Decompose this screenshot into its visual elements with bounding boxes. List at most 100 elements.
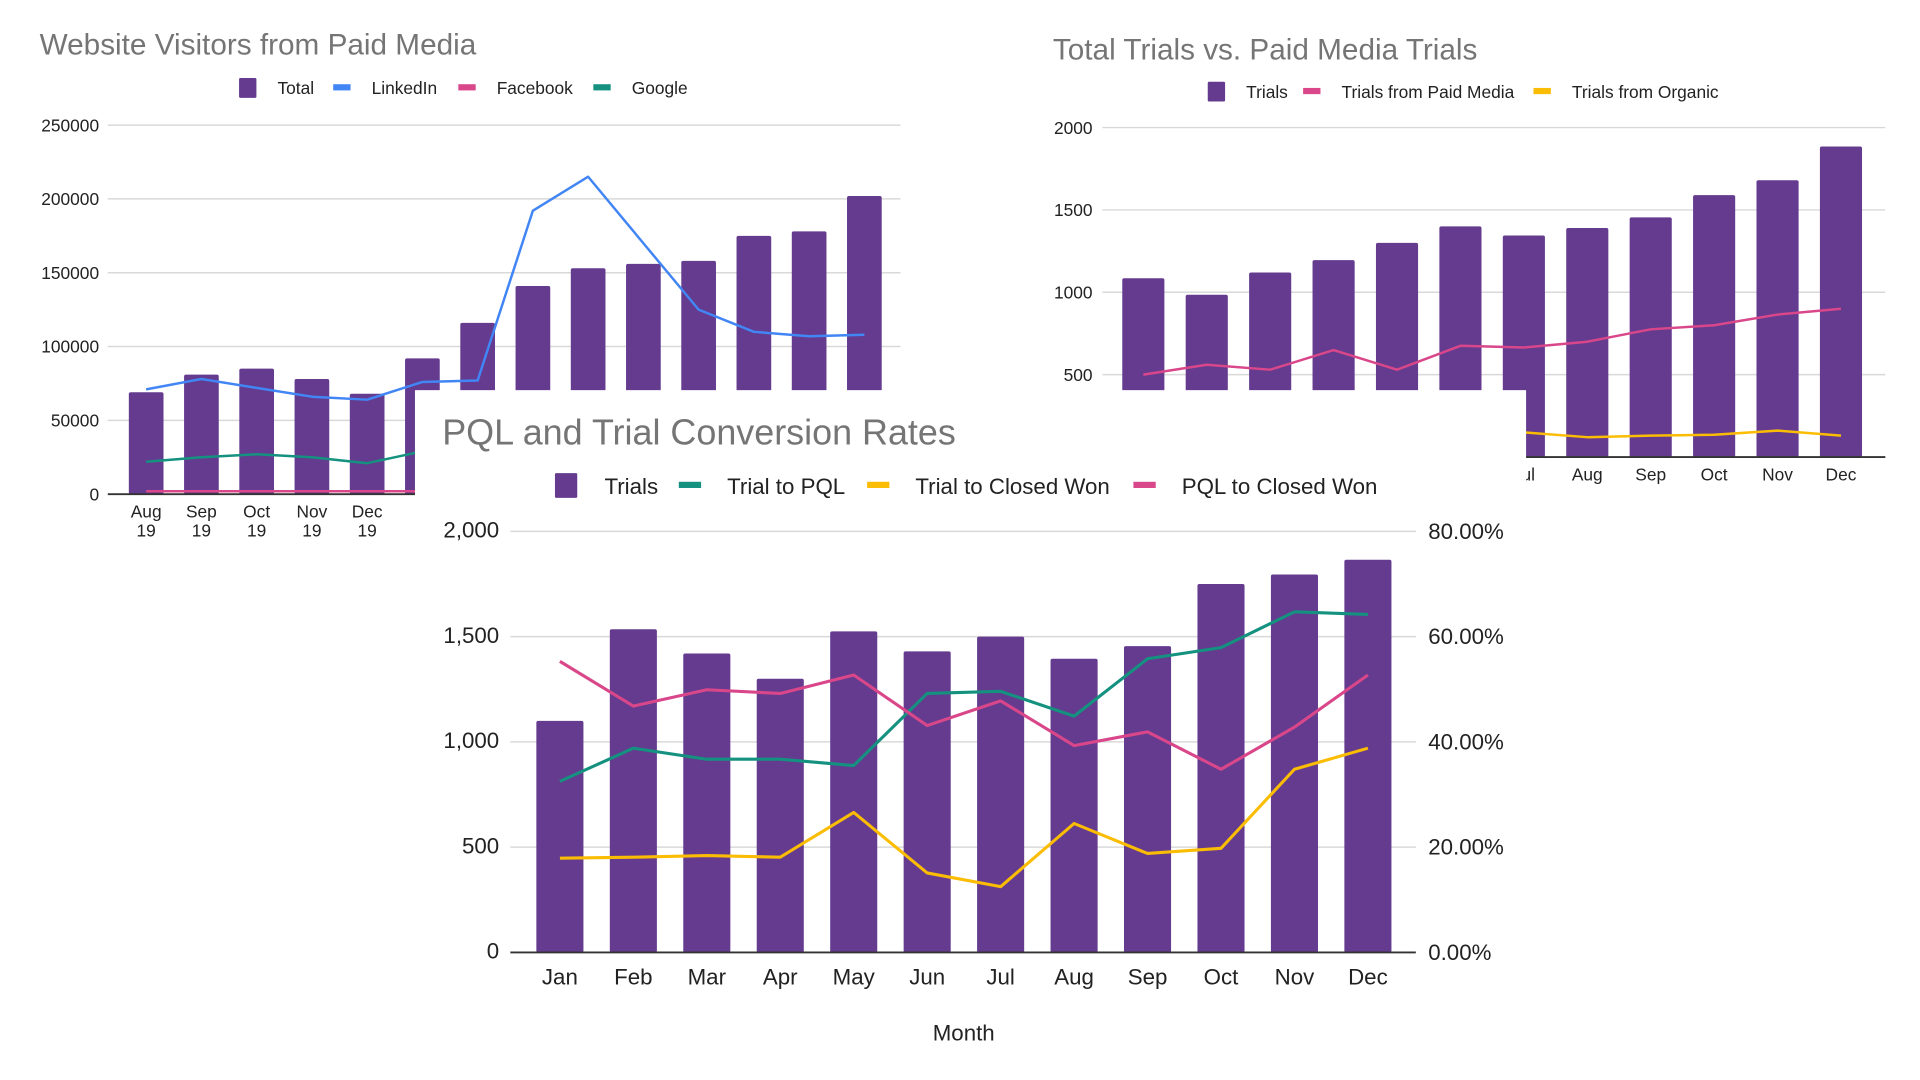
x-tick-label: Aug <box>1054 965 1094 990</box>
legend-label-linkedin: LinkedIn <box>372 78 438 98</box>
legend-swatch-trials-from-organic <box>1533 87 1551 95</box>
y-tick-label: 150000 <box>41 263 99 283</box>
x-tick-label: Nov <box>1275 965 1315 990</box>
x-axis-title: Month <box>933 1020 995 1045</box>
legend-label-trials-from-paid-media: Trials from Paid Media <box>1342 82 1515 102</box>
chart-title: Total Trials vs. Paid Media Trials <box>1053 33 1477 66</box>
x-tick-label: Jul <box>986 965 1014 990</box>
x-tick-label: Nov <box>1762 465 1793 485</box>
bar-trials <box>683 653 731 953</box>
pql-conversion-chart: PQL and Trial Conversion Rates Trials Tri… <box>442 412 1504 1046</box>
legend-swatch-facebook <box>458 84 476 91</box>
plot-area: 0 0.00% 500 20.00% 1,000 40.00% 1,500 60.00% 2,0… <box>443 518 1504 990</box>
legend-label-trials: Trials <box>1246 82 1288 102</box>
legend-label-trials-from-organic: Trials from Organic <box>1572 82 1719 102</box>
line-google <box>146 450 423 465</box>
y2-tick-label: 60.00% <box>1428 624 1504 649</box>
x-tick-year: 19 <box>358 520 377 540</box>
x-tick-month: Nov <box>296 502 327 522</box>
legend-label-total: Total <box>277 78 314 98</box>
x-tick-month: Oct <box>243 502 270 522</box>
x-tick-label: Oct 19 <box>243 502 270 541</box>
legend-swatch-google <box>593 84 611 91</box>
bar-total <box>349 393 385 495</box>
plot-area: 0500100015002000JulAugSepOctNovDec <box>1054 118 1886 485</box>
legend: Trials Trial to PQL Trial to Closed Won PQL… <box>554 473 1378 499</box>
bar-trials <box>977 636 1025 953</box>
legend-label-trial-to-pql: Trial to PQL <box>727 474 845 499</box>
x-tick-label: Aug 19 <box>131 502 162 541</box>
bar-trials <box>1629 217 1672 458</box>
legend-label-facebook: Facebook <box>497 78 573 98</box>
legend-swatch-pql-to-closed-won <box>1133 481 1156 488</box>
y-tick-label: 50000 <box>51 411 99 431</box>
line-trial-to-pql <box>559 610 1368 783</box>
legend-label-google: Google <box>632 78 688 98</box>
x-tick-label: Dec <box>1348 965 1388 990</box>
y-tick-label: 0 <box>487 939 499 964</box>
x-tick-month: Dec <box>352 502 383 522</box>
bar-trials <box>1344 559 1392 953</box>
x-tick-label: May <box>833 965 876 990</box>
x-tick-label: Mar <box>688 965 727 990</box>
total-vs-paid-trials-chart: Total Trials vs. Paid Media Trials Trial… <box>1053 33 1886 485</box>
legend: Trials Trials from Paid Media Trials from … <box>1207 81 1719 102</box>
legend-swatch-trials <box>554 473 578 498</box>
legend-swatch-total <box>239 78 257 98</box>
bar-trials <box>1756 180 1799 458</box>
y-tick-label: 0 <box>89 484 99 504</box>
legend-swatch-trials <box>1207 81 1226 102</box>
y-tick-label: 1,000 <box>443 728 499 753</box>
x-tick-label: Sep 19 <box>186 502 217 541</box>
legend-swatch-trial-to-closed-won <box>867 481 890 488</box>
bar-total <box>294 379 330 495</box>
legend-swatch-linkedin <box>333 84 351 91</box>
line-linkedin <box>145 175 865 401</box>
bar-trials <box>1050 658 1098 953</box>
y2-tick-label: 0.00% <box>1428 940 1491 965</box>
legend-label-pql-to-closed-won: PQL to Closed Won <box>1182 474 1378 499</box>
y-tick-label: 100000 <box>41 337 99 357</box>
y-tick-label: 500 <box>1064 365 1093 385</box>
y-tick-label: 2,000 <box>443 518 499 543</box>
x-tick-month: Sep <box>186 502 217 522</box>
x-tick-month: Aug <box>131 502 162 522</box>
bar-total <box>128 392 164 495</box>
y-tick-label: 200000 <box>41 189 99 209</box>
overlay-panel <box>414 390 1527 1080</box>
bar-total <box>184 374 219 495</box>
bar-trials <box>903 651 951 953</box>
y2-tick-label: 80.00% <box>1428 519 1504 544</box>
line-trials-from-organic <box>1523 429 1842 439</box>
bar-trials <box>1270 574 1318 953</box>
chart-title: PQL and Trial Conversion Rates <box>442 412 956 453</box>
bar-trials <box>1124 646 1172 953</box>
y-tick-label: 2000 <box>1054 118 1093 138</box>
x-tick-label: Dec 19 <box>352 502 383 541</box>
legend-swatch-trial-to-pql <box>678 481 702 488</box>
y-tick-label: 1,500 <box>443 623 499 648</box>
y2-tick-label: 40.00% <box>1428 729 1504 754</box>
line-trial-to-closed-won <box>559 746 1369 889</box>
bar-trials <box>609 629 657 953</box>
x-tick-year: 19 <box>302 520 321 540</box>
legend: Total LinkedIn Facebook Google <box>239 78 688 98</box>
y-tick-label: 1000 <box>1054 282 1093 302</box>
legend-swatch-trials-from-paid-media <box>1303 87 1321 95</box>
x-tick-label: Dec <box>1826 465 1857 485</box>
y-tick-label: 500 <box>462 833 499 858</box>
x-tick-year: 19 <box>137 520 156 540</box>
x-tick-label: Jun <box>909 965 945 990</box>
line-trials-from-paid-media <box>1143 307 1842 376</box>
line-pql-to-closed-won <box>559 660 1369 771</box>
legend-label-trial-to-closed-won: Trial to Closed Won <box>915 474 1109 499</box>
x-tick-label: Oct <box>1701 465 1728 485</box>
x-tick-label: Nov 19 <box>296 502 327 541</box>
bar-total <box>239 368 275 495</box>
bar-trials <box>1819 146 1863 458</box>
bar-trials <box>756 678 804 953</box>
chart-title: Website Visitors from Paid Media <box>40 28 477 61</box>
x-tick-year: 19 <box>247 520 266 540</box>
bar-trials <box>830 631 878 953</box>
